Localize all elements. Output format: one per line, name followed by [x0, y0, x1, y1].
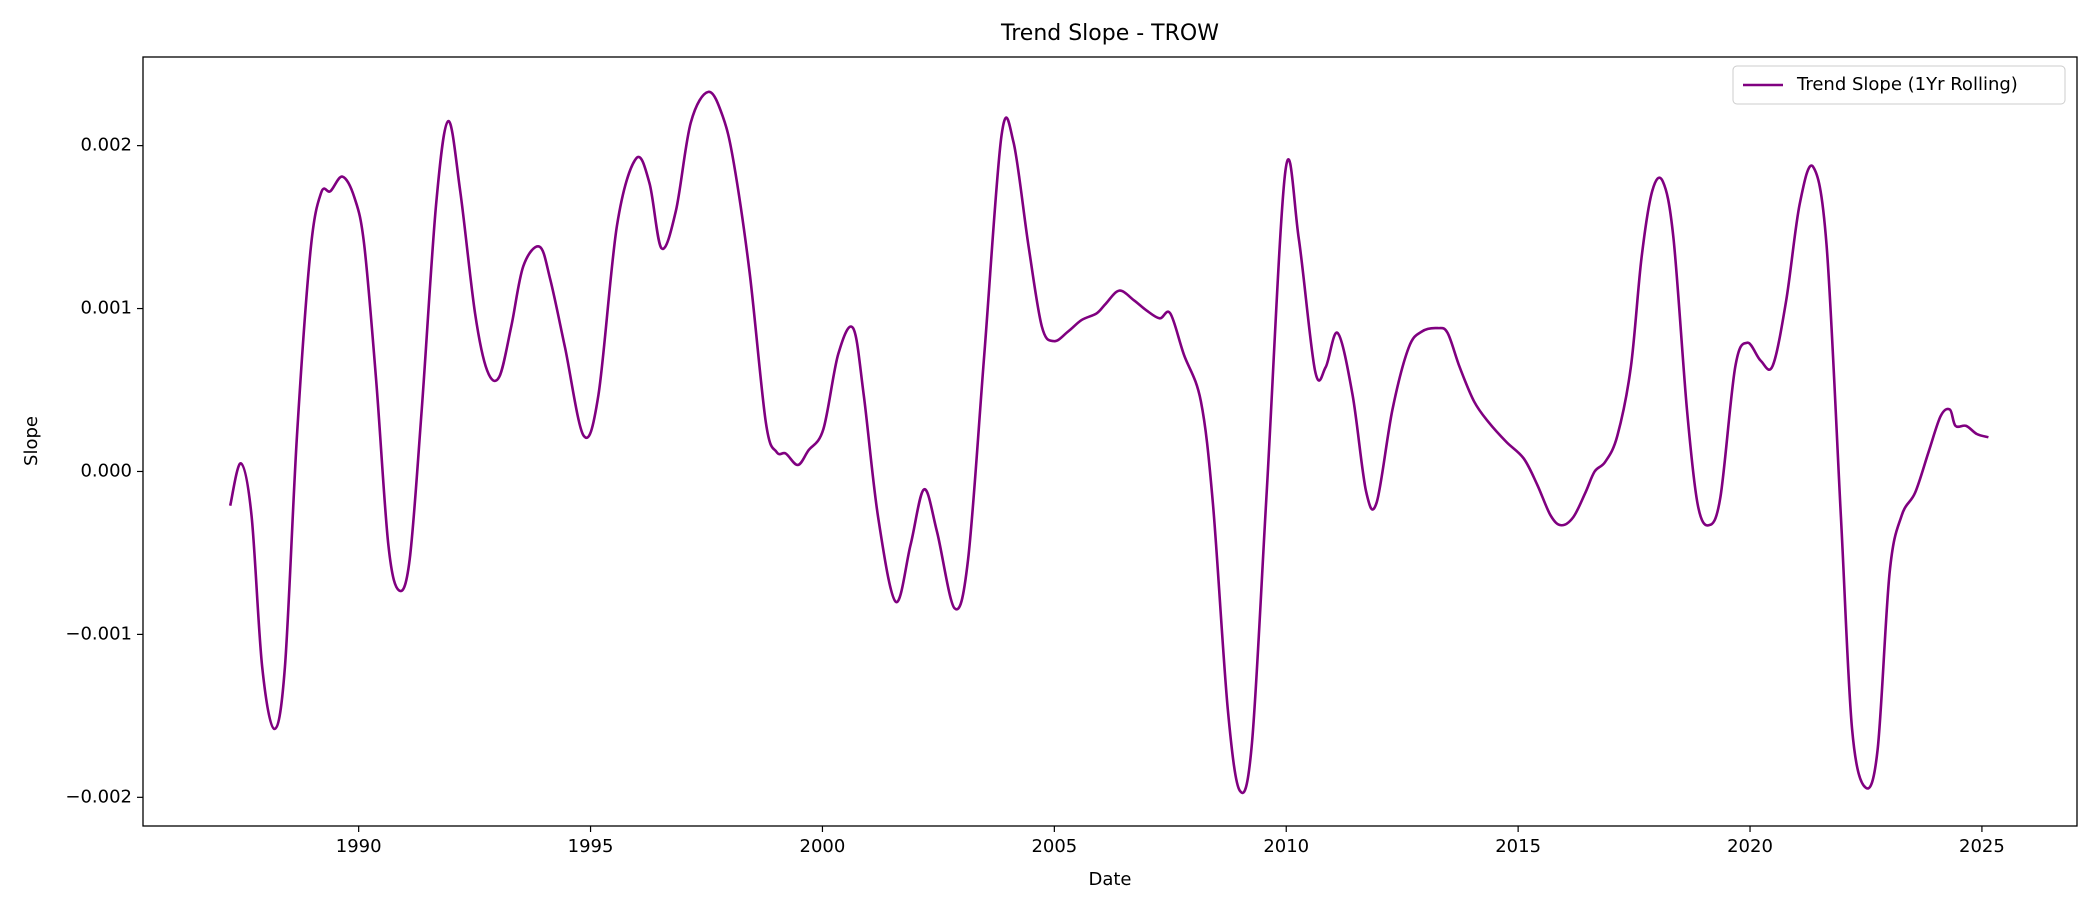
x-tick-label: 2025 — [1959, 836, 2005, 857]
x-tick-label: 2015 — [1495, 836, 1541, 857]
data-line — [228, 90, 1989, 795]
x-tick-label: 2020 — [1727, 836, 1773, 857]
y-tick-label: 0.001 — [80, 298, 132, 319]
y-tick-label: 0.000 — [80, 460, 132, 481]
y-tick-label: −0.001 — [65, 623, 132, 644]
x-axis-label: Date — [1088, 869, 1131, 890]
x-tick-label: 2000 — [800, 836, 846, 857]
plot-frame — [142, 56, 2078, 827]
chart-title: Trend Slope - TROW — [1000, 21, 1219, 46]
legend-label: Trend Slope (1Yr Rolling) — [1796, 74, 2018, 95]
x-tick-label: 1990 — [336, 836, 382, 857]
legend-box — [1732, 65, 2066, 105]
x-tick-label: 2005 — [1031, 836, 1077, 857]
y-tick-label: −0.002 — [65, 786, 132, 807]
y-axis-label: Slope — [21, 416, 42, 466]
y-tick-label: 0.002 — [80, 135, 132, 156]
x-tick-label: 1995 — [568, 836, 614, 857]
x-tick-label: 2010 — [1263, 836, 1309, 857]
